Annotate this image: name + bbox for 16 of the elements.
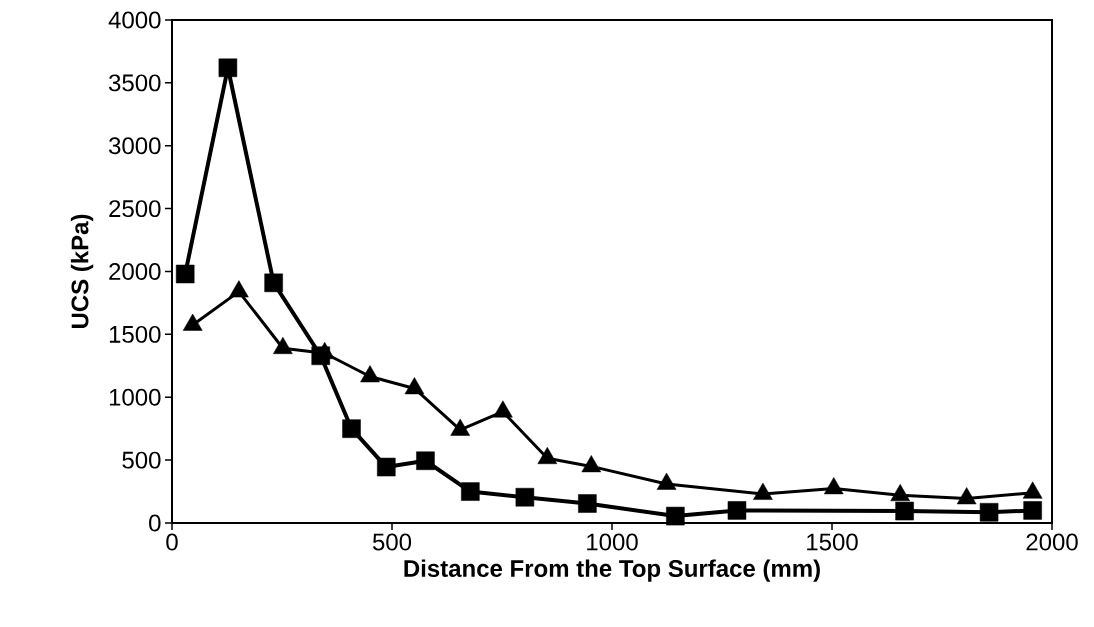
y-tick-label: 3000 — [108, 137, 161, 155]
y-axis-title: UCS (kPa) — [70, 214, 94, 329]
y-tick-label: 500 — [122, 451, 161, 469]
y-tick-label: 4000 — [108, 11, 161, 29]
y-tick-label: 1500 — [109, 325, 161, 343]
y-tick-label: 1000 — [109, 388, 161, 406]
y-tick-label: 3500 — [108, 74, 161, 92]
x-tick-label: 1500 — [807, 533, 858, 551]
y-tick-label: 2000 — [109, 263, 161, 280]
y-tick-label: 0 — [149, 514, 161, 532]
x-axis-title: Distance From the Top Surface (mm) — [404, 559, 820, 582]
x-tick-label: 500 — [372, 533, 412, 551]
x-tick-label: 0 — [166, 533, 178, 551]
y-tick-label: 2500 — [109, 200, 161, 218]
x-tick-label: 2000 — [1026, 533, 1078, 551]
x-tick-label: 1000 — [587, 533, 638, 551]
